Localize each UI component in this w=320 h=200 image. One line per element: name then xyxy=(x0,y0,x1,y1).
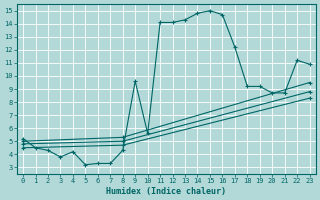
X-axis label: Humidex (Indice chaleur): Humidex (Indice chaleur) xyxy=(106,187,226,196)
